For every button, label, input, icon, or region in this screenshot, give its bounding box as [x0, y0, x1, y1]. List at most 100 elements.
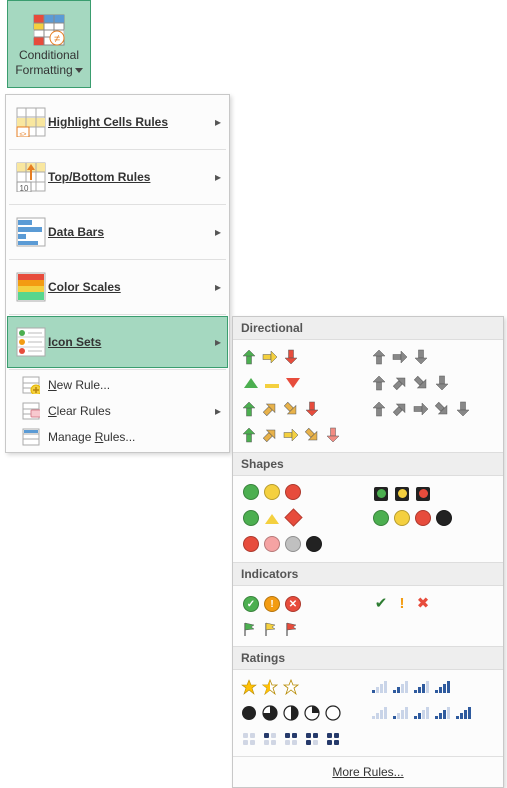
iconset-dir-5arrows-colored[interactable] [235, 422, 365, 448]
iconset-glyph [371, 375, 391, 391]
iconset-glyph [262, 679, 282, 695]
iconset-dir-4arrows-gray[interactable] [365, 370, 495, 396]
iconset-glyph: ✔ [371, 594, 391, 612]
menu-label: Color Scales [48, 280, 211, 294]
dropdown-caret-icon [75, 68, 83, 74]
iconset-dir-3triangles[interactable] [235, 370, 365, 396]
submenu-arrow-icon: ▸ [211, 225, 221, 239]
iconset-dir-4arrows-colored[interactable] [235, 396, 365, 422]
conditional-formatting-button[interactable]: ≠ Conditional Formatting [7, 0, 91, 88]
iconset-glyph [371, 510, 391, 529]
iconset-glyph [413, 349, 433, 365]
iconset-glyph [241, 349, 261, 365]
iconset-rat-5boxes[interactable] [235, 726, 365, 752]
svg-text:10: 10 [20, 184, 29, 192]
menu-highlight-cells-rules[interactable]: ≤> Highlight Cells Rules ▸ [8, 97, 227, 147]
top-bottom-icon: 10 [14, 162, 48, 192]
iconset-glyph [304, 536, 324, 555]
iconset-ind-3symbols-uncircled[interactable]: ✔!✖ [365, 590, 495, 616]
iconset-glyph [241, 705, 261, 721]
menu-data-bars[interactable]: Data Bars ▸ [8, 207, 227, 257]
iconset-rat-3stars[interactable] [235, 674, 365, 700]
iconset-dir-5arrows-gray[interactable] [365, 396, 495, 422]
iconset-glyph [241, 621, 261, 637]
menu-label: Icon Sets [48, 335, 211, 349]
iconset-dir-3arrows-colored[interactable] [235, 344, 365, 370]
iconset-glyph [241, 731, 261, 747]
icon-sets-gallery: Directional [232, 316, 504, 788]
more-rules[interactable]: More Rules... [233, 756, 503, 787]
iconset-glyph [413, 485, 433, 501]
grid-indicators: ✓!✕✔!✖ [233, 586, 503, 646]
section-header-shapes: Shapes [233, 452, 503, 476]
iconset-glyph: ✖ [413, 594, 433, 612]
iconset-glyph [262, 536, 282, 555]
iconset-dir-3arrows-gray[interactable] [365, 344, 495, 370]
iconset-glyph [241, 401, 261, 417]
iconset-glyph [283, 484, 303, 503]
menu-separator [9, 259, 226, 260]
iconset-glyph [283, 731, 303, 747]
iconset-glyph [283, 536, 303, 555]
iconset-glyph [371, 706, 391, 720]
iconset-glyph [325, 427, 345, 443]
iconset-glyph [455, 706, 475, 720]
iconset-glyph [283, 679, 303, 695]
iconset-ind-3symbols-circled[interactable]: ✓!✕ [235, 590, 365, 616]
iconset-glyph [392, 401, 412, 417]
clear-rules-icon [14, 402, 48, 420]
iconset-glyph [434, 706, 454, 720]
iconset-glyph [283, 511, 303, 527]
grid-directional [233, 340, 503, 452]
manage-rules-icon [14, 428, 48, 446]
iconset-glyph [392, 485, 412, 501]
iconset-shp-redtoblack[interactable] [235, 532, 365, 558]
iconset-glyph [371, 349, 391, 365]
highlight-cells-icon: ≤> [14, 107, 48, 137]
iconset-glyph [371, 485, 391, 501]
menu-manage-rules[interactable]: Manage Rules... [8, 424, 227, 450]
iconset-glyph [455, 401, 475, 417]
iconset-glyph [434, 510, 454, 529]
iconset-shp-3traffic-unrimmed[interactable] [235, 480, 365, 506]
iconset-glyph: ! [262, 595, 282, 612]
section-header-indicators: Indicators [233, 562, 503, 586]
iconset-glyph [241, 510, 261, 529]
iconset-glyph [283, 705, 303, 721]
iconset-rat-5quarters[interactable] [235, 700, 365, 726]
iconset-rat-4ratings-bars[interactable] [365, 674, 495, 700]
menu-label: Top/Bottom Rules [48, 170, 211, 184]
iconset-glyph: ! [392, 595, 412, 612]
iconset-glyph [434, 375, 454, 391]
iconset-shp-3signs[interactable] [235, 506, 365, 532]
iconset-glyph [371, 401, 391, 417]
menu-clear-rules[interactable]: Clear Rules ▸ [8, 398, 227, 424]
menu-top-bottom-rules[interactable]: 10 Top/Bottom Rules ▸ [8, 152, 227, 202]
iconset-shp-3traffic-rimmed[interactable] [365, 480, 495, 506]
iconset-glyph [392, 375, 412, 391]
iconset-glyph [392, 349, 412, 365]
iconset-glyph [241, 679, 261, 695]
menu-label: Manage Rules... [48, 430, 221, 444]
menu-icon-sets[interactable]: Icon Sets ▸ [7, 316, 228, 368]
menu-color-scales[interactable]: Color Scales ▸ [8, 262, 227, 312]
iconset-ind-3flags[interactable] [235, 616, 365, 642]
iconset-glyph [304, 427, 324, 443]
iconset-glyph [262, 401, 282, 417]
menu-label: Highlight Cells Rules [48, 115, 211, 129]
section-header-directional: Directional [233, 317, 503, 340]
iconset-glyph [283, 349, 303, 365]
iconset-glyph [262, 427, 282, 443]
iconset-glyph [262, 484, 282, 503]
iconset-glyph [241, 536, 261, 555]
iconset-glyph [413, 706, 433, 720]
iconset-glyph [413, 680, 433, 694]
iconset-shp-4traffic[interactable] [365, 506, 495, 532]
iconset-glyph [262, 511, 282, 527]
iconset-rat-5ratings-bars[interactable] [365, 700, 495, 726]
grid-shapes [233, 476, 503, 562]
iconset-glyph [371, 680, 391, 694]
svg-text:≤>: ≤> [20, 132, 27, 137]
iconset-glyph [283, 621, 303, 637]
menu-new-rule[interactable]: New Rule... [8, 372, 227, 398]
